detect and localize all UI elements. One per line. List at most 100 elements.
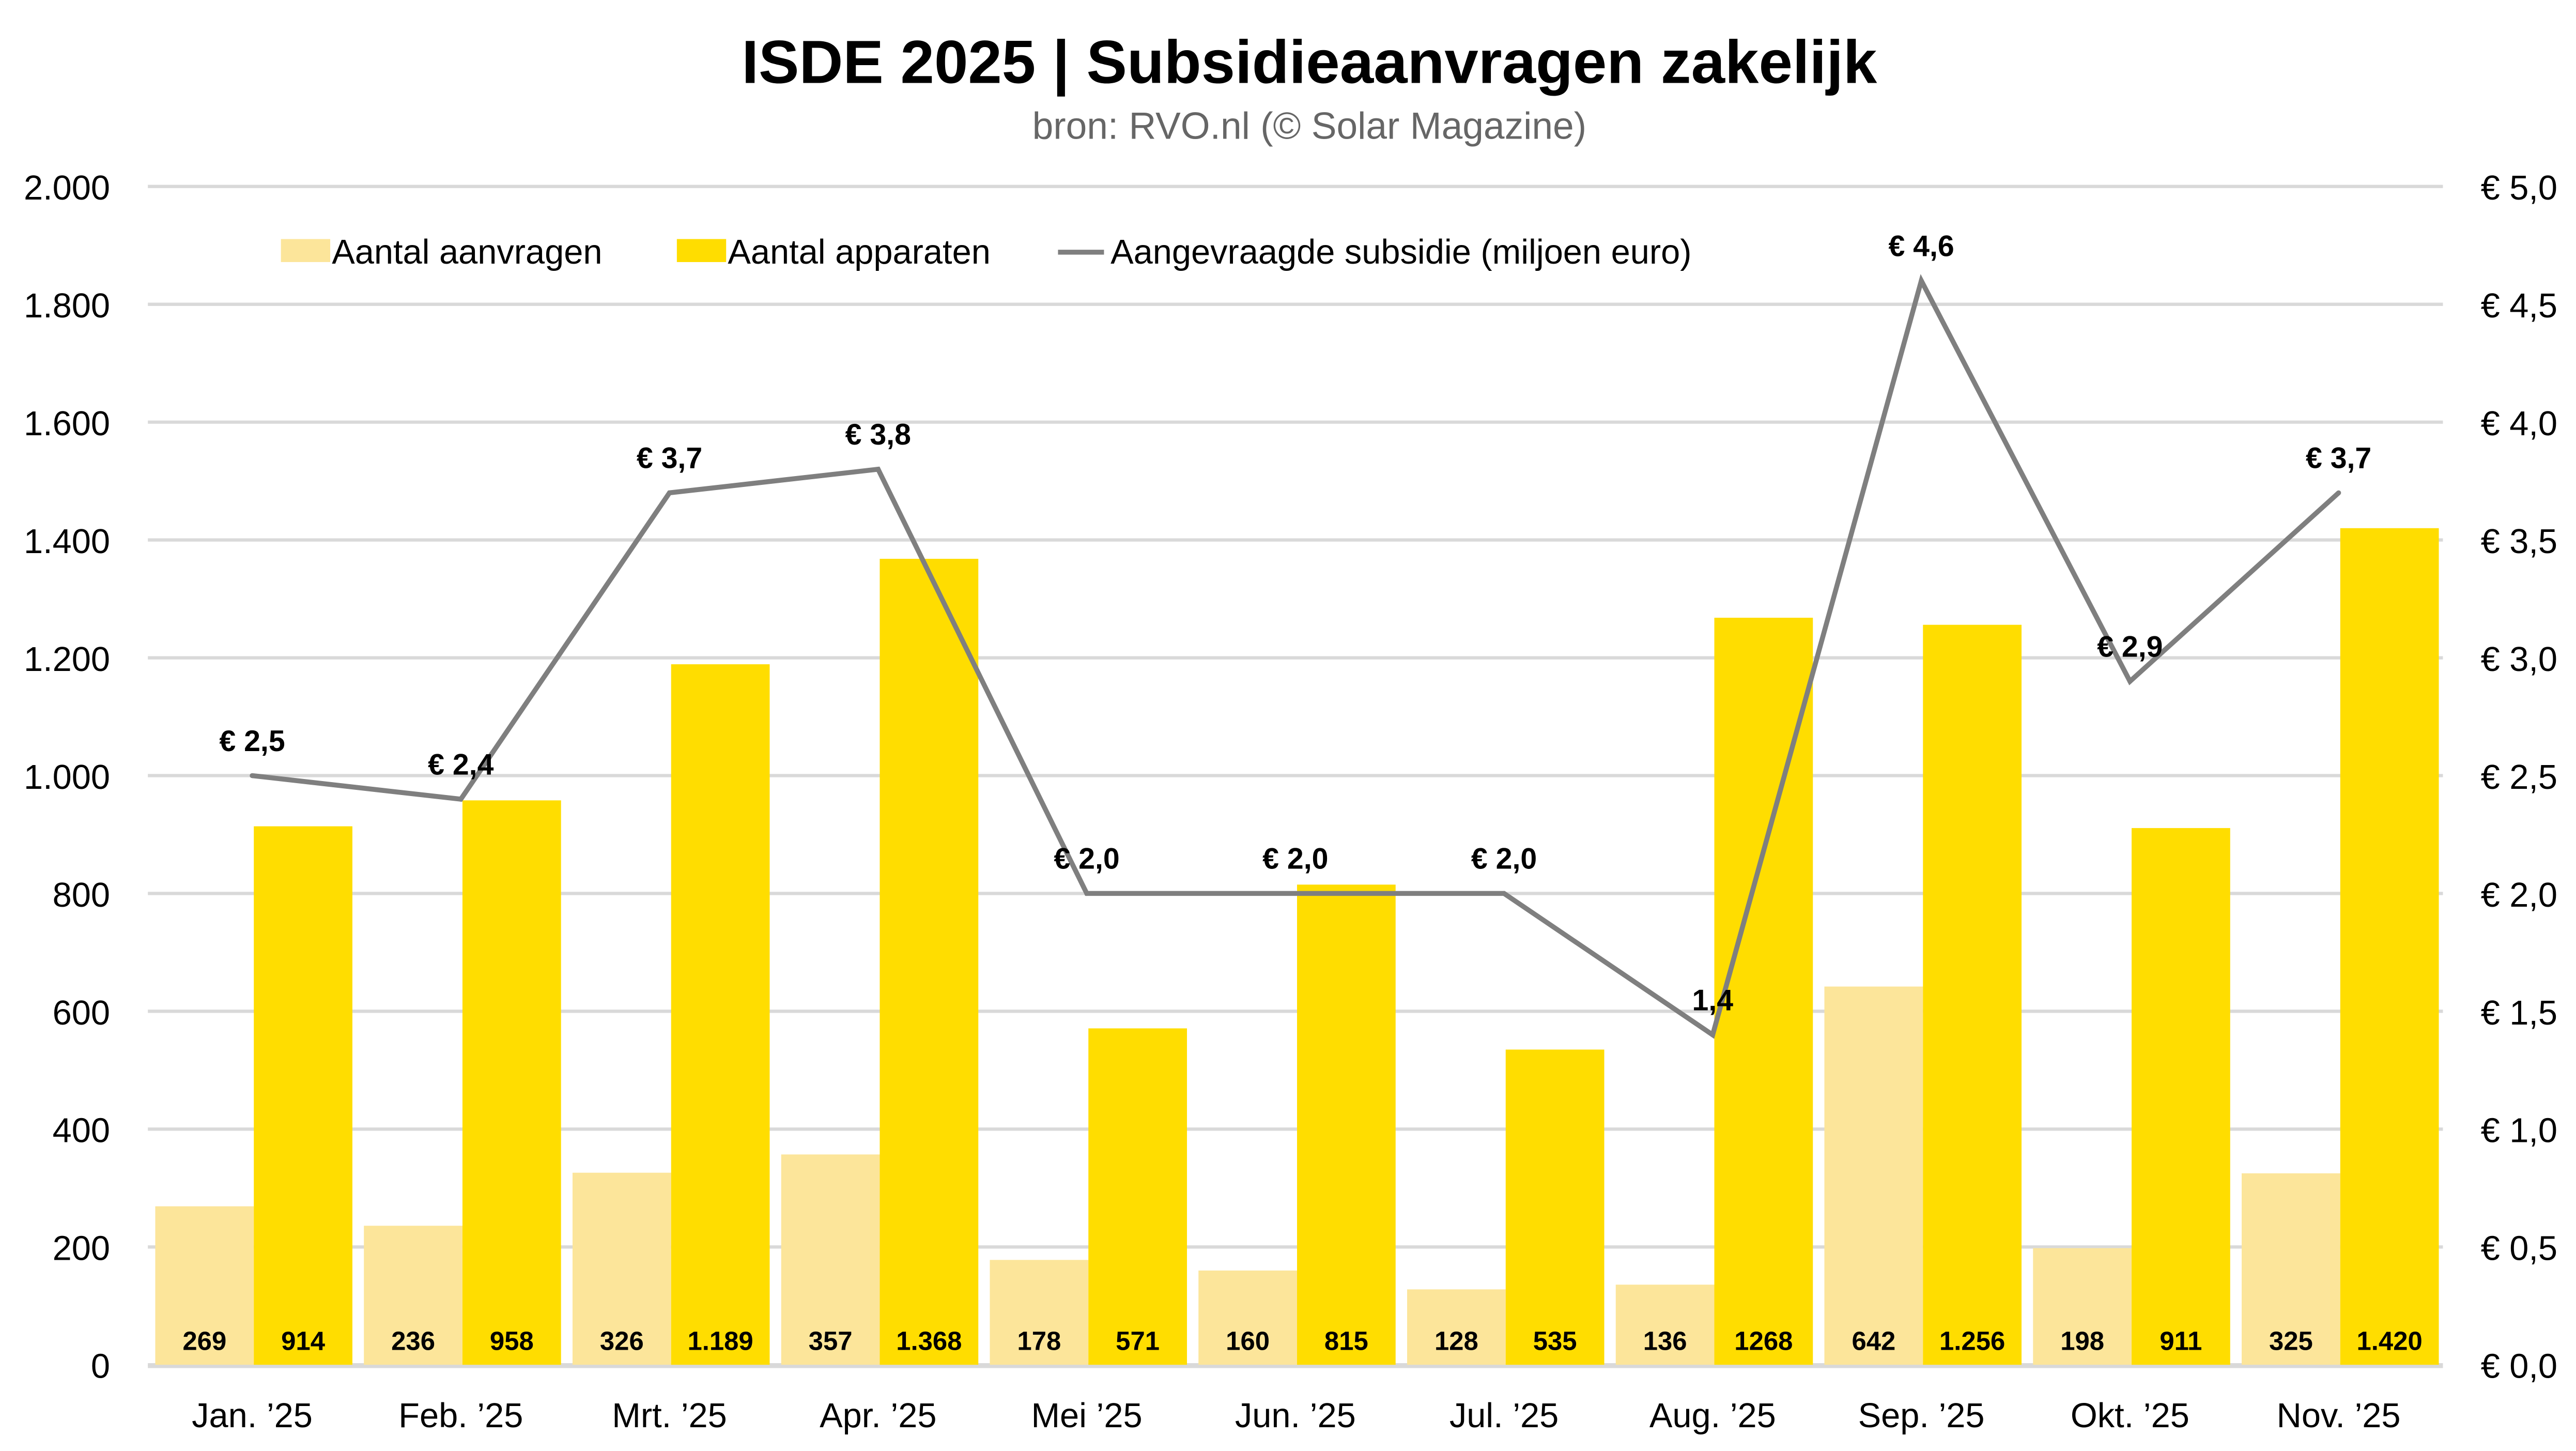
legend-swatch-aanvragen [281,239,331,262]
y-tick-label: 400 [53,1112,110,1150]
bar-value-label: 178 [1017,1326,1061,1356]
bar-value-label: 198 [2060,1326,2104,1356]
data-labels: 269 914 236 958 326 1.189 357 1.368 178 571 160 815… [182,230,2422,1355]
bar-apparaten [1088,1028,1187,1365]
bar-apparaten [1297,884,1396,1365]
bar-apparaten [1923,624,2022,1365]
line-value-label: € 3,7 [2306,442,2371,475]
y2-tick-label: € 1,5 [2481,994,2557,1032]
x-tick-label: Jan. ’25 [192,1397,313,1435]
bar-aanvragen [364,1226,462,1365]
y2-tick-label: € 5,0 [2481,169,2557,207]
y2-tick-label: € 4,5 [2481,287,2557,325]
bar-apparaten [1714,618,1813,1365]
x-tick-label: Nov. ’25 [2277,1397,2401,1435]
bar-aanvragen [1407,1289,1506,1365]
y-tick-label: 800 [53,876,110,914]
bar-aanvragen [990,1260,1089,1365]
x-tick-label: Feb. ’25 [398,1397,523,1435]
bars [155,528,2439,1365]
bar-apparaten [2340,528,2439,1365]
bar-apparaten [880,559,979,1365]
bar-value-label: 128 [1434,1326,1478,1356]
bar-value-label: 914 [281,1326,326,1356]
x-tick-label: Mrt. ’25 [612,1397,727,1435]
y-tick-label: 1.000 [24,758,110,797]
line-point [1710,1032,1716,1037]
legend-label-subsidie: Aangevraagde subsidie (miljoen euro) [1110,233,1691,271]
y-tick-label: 1.400 [24,523,110,561]
y-tick-label: 1.600 [24,405,110,443]
line-point [458,797,464,802]
y-tick-label: 1.200 [24,640,110,679]
line-point [1293,891,1298,896]
line-value-label: € 3,8 [845,418,911,451]
bar-value-label: 357 [809,1326,853,1356]
bar-value-label: 1.420 [2357,1326,2423,1356]
bar-value-label: 325 [2269,1326,2313,1356]
bar-value-label: 326 [600,1326,644,1356]
bar-value-label: 1268 [1734,1326,1793,1356]
x-tick-label: Aug. ’25 [1649,1397,1776,1435]
y2-tick-label: € 0,5 [2481,1230,2557,1268]
x-tick-label: Okt. ’25 [2071,1397,2189,1435]
line-value-label: € 3,7 [637,442,702,475]
legend: Aantal aanvragen Aantal apparaten Aangev… [281,233,1691,271]
bar-value-label: 236 [391,1326,435,1356]
bar-apparaten [671,664,770,1365]
bar-value-label: 958 [490,1326,534,1356]
y2-tick-label: € 4,0 [2481,405,2557,443]
line-point [2336,490,2341,496]
line-point [1501,891,1507,896]
bar-aanvragen [572,1172,671,1365]
line-point [875,467,881,472]
chart-subtitle: bron: RVO.nl (© Solar Magazine) [1032,105,1586,147]
y-tick-label: 2.000 [24,169,110,207]
y-tick-label: 600 [53,994,110,1032]
bar-apparaten [1505,1049,1605,1365]
x-tick-label: Jul. ’25 [1449,1397,1559,1435]
axes: 0 € 0,0 200 € 0,5 400 € 1,0 600 € 1,5 800 € 2,0 1.… [24,169,2557,1435]
x-tick-label: Mei ’25 [1031,1397,1142,1435]
y2-tick-label: € 0,0 [2481,1348,2557,1386]
legend-label-aanvragen: Aantal aanvragen [332,233,602,271]
line-value-label: € 2,5 [219,725,285,758]
bar-aanvragen [2033,1248,2132,1365]
line-value-label: 1,4 [1692,984,1734,1017]
bar-aanvragen [1198,1270,1297,1365]
bar-aanvragen [155,1206,254,1365]
y2-tick-label: € 2,5 [2481,758,2557,797]
line-value-label: € 2,9 [2097,630,2163,663]
bar-aanvragen [1615,1285,1715,1365]
y2-tick-label: € 2,0 [2481,876,2557,914]
x-tick-label: Apr. ’25 [820,1397,936,1435]
y-tick-label: 1.800 [24,287,110,325]
legend-swatch-apparaten [676,239,727,262]
line-point [1084,891,1089,896]
bar-value-label: 911 [2159,1326,2202,1356]
x-tick-label: Sep. ’25 [1858,1397,1985,1435]
bar-aanvragen [781,1154,880,1365]
bar-value-label: 1.189 [687,1326,753,1356]
bar-value-label: 269 [182,1326,226,1356]
bar-value-label: 642 [1852,1326,1895,1356]
bar-value-label: 1.256 [1939,1326,2005,1356]
bar-value-label: 535 [1533,1326,1577,1356]
bar-value-label: 136 [1643,1326,1687,1356]
bar-apparaten [2132,828,2230,1365]
bar-apparaten [254,826,352,1365]
line-value-label: € 2,0 [1054,843,1119,876]
subsidy-line [250,274,2341,1039]
y2-tick-label: € 3,5 [2481,523,2557,561]
y-tick-label: 0 [91,1348,110,1386]
line-point [1919,278,1924,283]
y2-tick-label: € 3,0 [2481,640,2557,679]
line-point [250,773,255,778]
x-tick-label: Jun. ’25 [1235,1397,1356,1435]
line-value-label: € 2,0 [1471,843,1537,876]
bar-value-label: 571 [1116,1326,1160,1356]
line-value-label: € 2,4 [428,748,493,781]
line-value-label: € 2,0 [1262,843,1328,876]
line-point [2127,679,2133,684]
